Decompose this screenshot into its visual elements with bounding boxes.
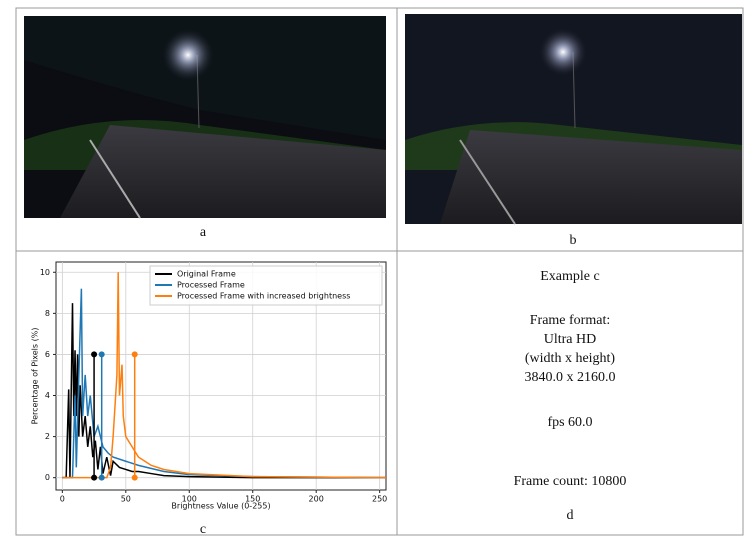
x-tick-label: 250 (372, 495, 387, 504)
y-tick-label: 8 (45, 309, 50, 318)
stem-top (132, 351, 138, 357)
panel-label: c (200, 522, 206, 536)
info-text: Frame count: 10800 (514, 474, 627, 489)
panel-label: b (570, 233, 577, 248)
x-tick-label: 200 (309, 495, 324, 504)
legend-label: Original Frame (177, 270, 236, 279)
photo-b (405, 14, 742, 224)
info-text: (width x height) (525, 351, 616, 366)
info-panel: Example c Frame format: Ultra HD (width … (514, 269, 627, 523)
panel-label: d (567, 508, 574, 523)
y-tick-label: 6 (45, 350, 50, 359)
y-tick-label: 4 (45, 391, 50, 400)
info-text: 3840.0 x 2160.0 (525, 370, 616, 385)
x-tick-label: 100 (182, 495, 197, 504)
photo-a (24, 16, 386, 218)
stem-bottom (99, 475, 105, 481)
info-text: fps 60.0 (547, 415, 592, 430)
panel-label: a (200, 225, 207, 240)
x-tick-label: 150 (245, 495, 260, 504)
x-tick-label: 50 (121, 495, 131, 504)
line-series (62, 289, 386, 478)
x-tick-label: 0 (60, 495, 65, 504)
legend-label: Processed Frame with increased brightnes… (177, 292, 350, 301)
line-series (62, 303, 386, 478)
info-text: Frame format: (530, 313, 610, 328)
info-text: Ultra HD (544, 332, 597, 347)
stem-bottom (132, 475, 138, 481)
figure: a b c Example c Frame format: Ultra HD (… (0, 0, 755, 536)
y-axis-label: Percentage of Pixels (%) (31, 328, 40, 425)
y-tick-label: 2 (45, 432, 50, 441)
info-title: Example c (540, 269, 599, 284)
legend-label: Processed Frame (177, 281, 245, 290)
y-tick-label: 10 (40, 268, 50, 277)
stem-bottom (91, 475, 97, 481)
stem-top (99, 351, 105, 357)
stem-top (91, 351, 97, 357)
y-tick-label: 0 (45, 473, 50, 482)
